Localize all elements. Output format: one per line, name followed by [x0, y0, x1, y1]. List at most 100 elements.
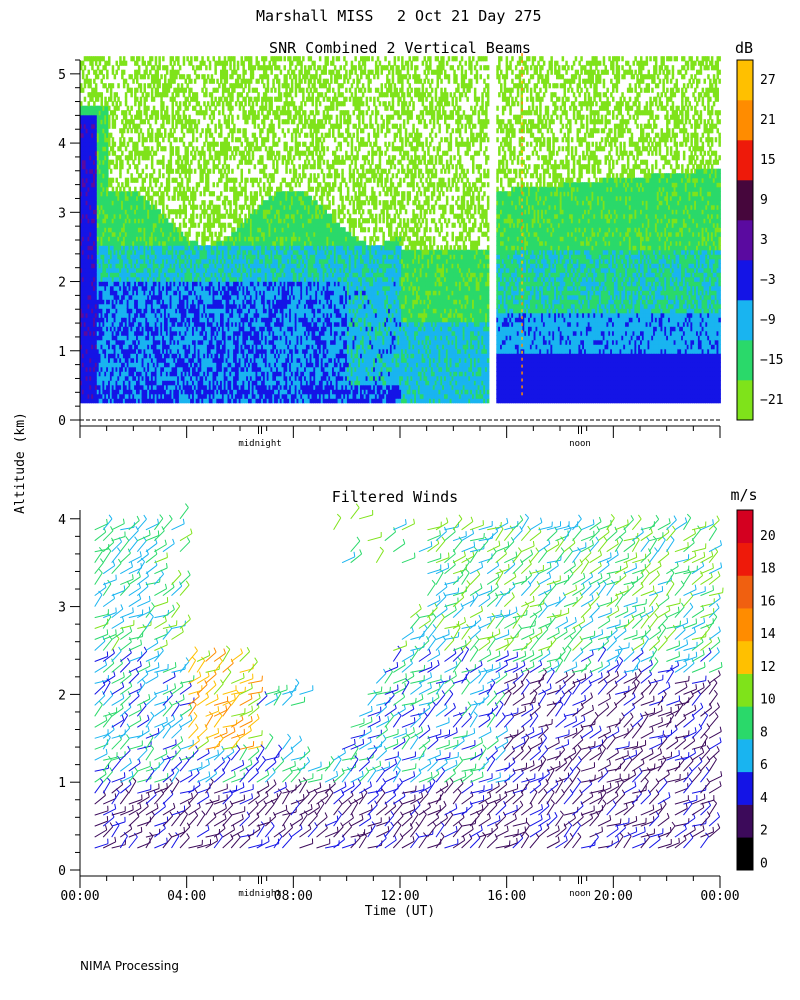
- snr-cell: [226, 74, 229, 79]
- snr-cell: [185, 124, 188, 129]
- snr-cell: [188, 115, 191, 120]
- snr-cell: [229, 65, 232, 70]
- snr-cell: [192, 128, 195, 133]
- snr-cell: [233, 155, 236, 160]
- snr-cell: [218, 205, 221, 210]
- snr-cell: [203, 83, 206, 88]
- snr-cell: [168, 196, 171, 201]
- snr-cell: [226, 61, 229, 66]
- snr-cell: [186, 151, 189, 156]
- snr-cell: [209, 65, 212, 70]
- snr-cell: [168, 115, 171, 120]
- snr-cell: [172, 110, 175, 115]
- snr-cell: [231, 97, 234, 102]
- snr-cell: [213, 169, 216, 174]
- snr-cell: [155, 205, 158, 210]
- snr-cell: [233, 61, 236, 66]
- snr-cell: [104, 83, 107, 88]
- snr-cell: [112, 65, 115, 70]
- snr-cell: [157, 74, 160, 79]
- snr-cell: [101, 101, 104, 106]
- snr-cell: [220, 128, 223, 133]
- snr-cell: [231, 92, 234, 97]
- snr-cell: [226, 137, 229, 142]
- snr-cell: [203, 155, 206, 160]
- snr-cell: [224, 200, 227, 205]
- snr-cell: [205, 65, 208, 70]
- snr-cell: [95, 61, 98, 66]
- snr-cell: [168, 214, 171, 219]
- snr-cell: [145, 110, 148, 115]
- snr-title: SNR Combined 2 Vertical Beams: [269, 39, 531, 57]
- snr-cell: [222, 164, 225, 169]
- snr-cell: [192, 214, 195, 219]
- snr-cell: [104, 65, 107, 70]
- snr-cell: [214, 65, 217, 70]
- snr-cell: [198, 182, 201, 187]
- snr-cell: [110, 88, 113, 93]
- snr-cell: [207, 124, 210, 129]
- snr-cell: [226, 70, 229, 75]
- snr-cell: [218, 155, 221, 160]
- snr-cell: [130, 106, 133, 111]
- snr-cell: [168, 137, 171, 142]
- snr-cell: [185, 88, 188, 93]
- snr-cell: [224, 56, 227, 61]
- snr-cell: [213, 191, 216, 196]
- snr-cell: [157, 115, 160, 120]
- snr-cell: [172, 218, 175, 223]
- snr-cell: [218, 101, 221, 106]
- snr-cell: [229, 209, 232, 214]
- snr-cell: [203, 169, 206, 174]
- snr-cell: [151, 164, 154, 169]
- snr-cell: [151, 187, 154, 192]
- snr-cell: [226, 151, 229, 156]
- snr-cell: [116, 187, 119, 192]
- snr-cell: [190, 160, 193, 165]
- snr-cell: [110, 182, 113, 187]
- snr-cell: [192, 65, 195, 70]
- snr-cell: [127, 178, 130, 183]
- snr-cell: [220, 227, 223, 232]
- snr-cell: [112, 70, 115, 75]
- snr-cell: [125, 79, 128, 84]
- snr-cell: [201, 178, 204, 183]
- snr-cell: [188, 200, 191, 205]
- snr-cell: [106, 88, 109, 93]
- snr-cell: [132, 119, 135, 124]
- snr-cell: [196, 205, 199, 210]
- snr-cell: [164, 128, 167, 133]
- snr-cell: [151, 160, 154, 165]
- snr-cell: [157, 178, 160, 183]
- snr-cell: [213, 146, 216, 151]
- snr-cell: [229, 205, 232, 210]
- snr-cell: [229, 101, 232, 106]
- snr-cell: [216, 88, 219, 93]
- snr-cell: [110, 169, 113, 174]
- snr-cell: [102, 74, 105, 79]
- snr-cell: [200, 191, 203, 196]
- snr-cell: [157, 146, 160, 151]
- snr-cell: [162, 137, 165, 142]
- snr-cell: [106, 70, 109, 75]
- snr-cell: [170, 160, 173, 165]
- snr-cell: [177, 196, 180, 201]
- snr-cell: [201, 173, 204, 178]
- snr-cell: [86, 74, 89, 79]
- snr-cell: [200, 155, 203, 160]
- snr-cell: [162, 205, 165, 210]
- snr-cell: [112, 160, 115, 165]
- snr-cell: [209, 61, 212, 66]
- snr-cell: [164, 133, 167, 138]
- snr-cell: [158, 61, 161, 66]
- snr-cell: [173, 61, 176, 66]
- snr-cell: [129, 124, 132, 129]
- snr-cell: [138, 106, 141, 111]
- snr-cell: [166, 110, 169, 115]
- snr-cell: [142, 56, 145, 61]
- snr-cell: [158, 56, 161, 61]
- snr-cell: [160, 110, 163, 115]
- snr-cell: [166, 205, 169, 210]
- snr-cell: [226, 196, 229, 201]
- snr-cell: [106, 169, 109, 174]
